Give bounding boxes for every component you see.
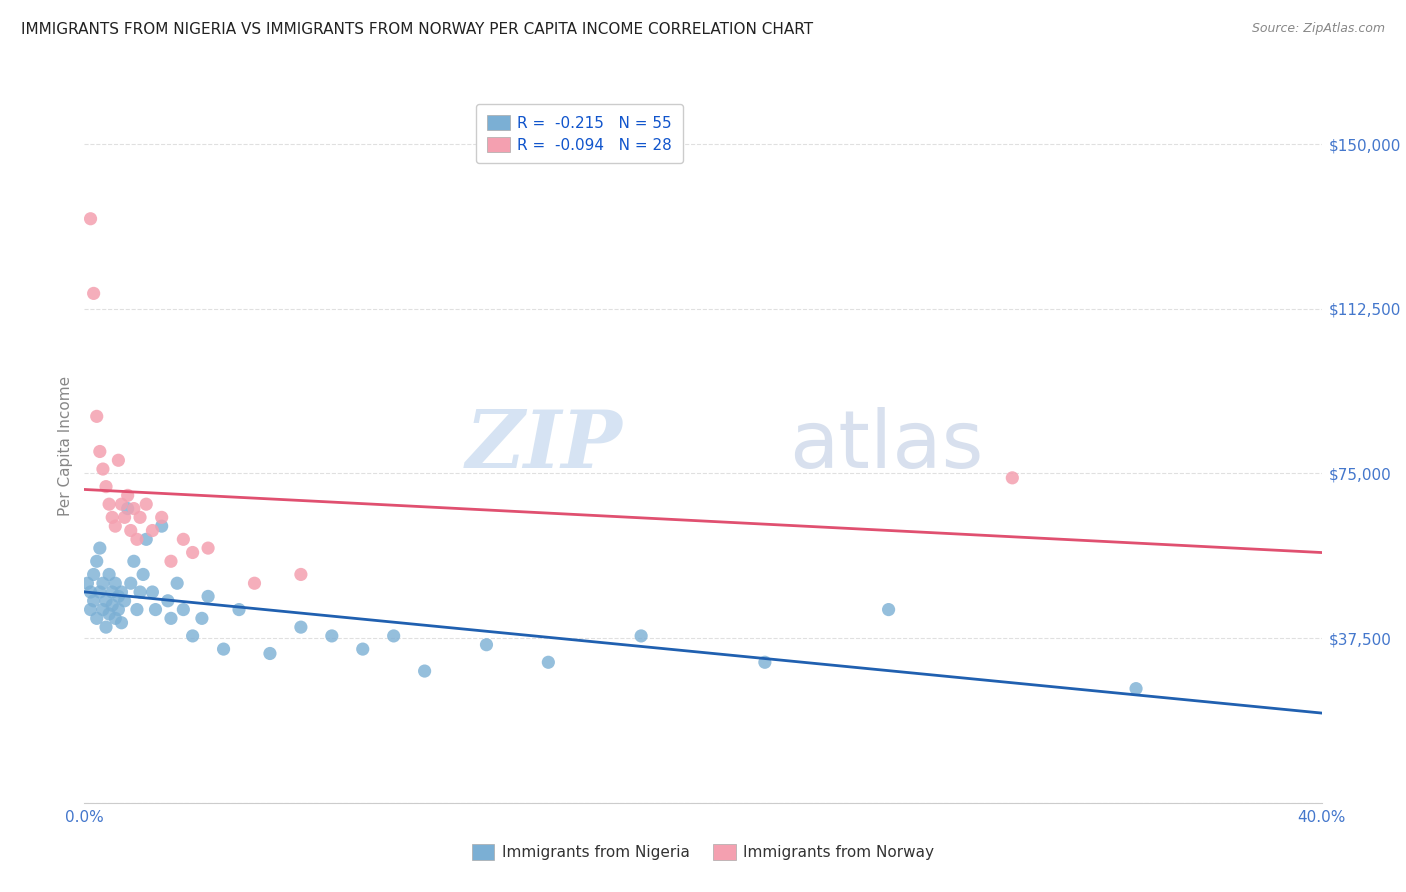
Point: [98, 497, 121, 511]
Point: [101, 510, 124, 524]
Point: [160, 554, 183, 568]
Point: [83, 594, 105, 608]
Text: IMMIGRANTS FROM NIGERIA VS IMMIGRANTS FROM NORWAY PER CAPITA INCOME CORRELATION : IMMIGRANTS FROM NIGERIA VS IMMIGRANTS FR…: [21, 22, 813, 37]
Point: [877, 602, 900, 616]
Point: [117, 501, 139, 516]
Point: [135, 533, 157, 547]
Point: [156, 594, 179, 608]
Point: [197, 541, 219, 555]
Point: [630, 629, 652, 643]
Point: [141, 585, 163, 599]
Point: [86, 554, 108, 568]
Point: [110, 615, 132, 630]
Point: [94, 594, 117, 608]
Point: [181, 545, 204, 559]
Point: [110, 585, 132, 599]
Point: [197, 590, 219, 604]
Point: [86, 409, 108, 424]
Point: [290, 567, 312, 582]
Point: [114, 594, 136, 608]
Point: [76, 576, 98, 591]
Point: [104, 519, 127, 533]
Point: [89, 541, 111, 555]
Point: [181, 629, 204, 643]
Point: [1001, 471, 1024, 485]
Point: [754, 655, 776, 669]
Point: [86, 611, 108, 625]
Point: [89, 444, 111, 458]
Point: [120, 576, 142, 591]
Point: [91, 462, 114, 476]
Point: [537, 655, 560, 669]
Point: [352, 642, 374, 657]
Point: [91, 576, 114, 591]
Point: [172, 533, 194, 547]
Point: [94, 620, 117, 634]
Point: [79, 602, 101, 616]
Point: [141, 524, 163, 538]
Point: [129, 510, 152, 524]
Point: [172, 602, 194, 616]
Point: [160, 611, 183, 625]
Point: [382, 629, 405, 643]
Point: [101, 598, 124, 612]
Point: [83, 567, 105, 582]
Point: [125, 602, 148, 616]
Point: [110, 497, 132, 511]
Point: [117, 488, 139, 502]
Point: [125, 533, 148, 547]
Point: [122, 501, 145, 516]
Point: [150, 519, 173, 533]
Point: [104, 576, 127, 591]
Point: [243, 576, 266, 591]
Text: Source: ZipAtlas.com: Source: ZipAtlas.com: [1251, 22, 1385, 36]
Point: [107, 602, 129, 616]
Point: [94, 480, 117, 494]
Point: [475, 638, 498, 652]
Point: [107, 453, 129, 467]
Y-axis label: Per Capita Income: Per Capita Income: [58, 376, 73, 516]
Point: [98, 567, 121, 582]
Point: [129, 585, 152, 599]
Point: [413, 664, 436, 678]
Point: [166, 576, 188, 591]
Point: [101, 585, 124, 599]
Point: [114, 510, 136, 524]
Text: atlas: atlas: [790, 407, 984, 485]
Point: [259, 647, 281, 661]
Point: [89, 585, 111, 599]
Point: [83, 286, 105, 301]
Point: [104, 611, 127, 625]
Point: [79, 211, 101, 226]
Point: [228, 602, 250, 616]
Point: [135, 497, 157, 511]
Point: [120, 524, 142, 538]
Point: [91, 602, 114, 616]
Point: [145, 602, 167, 616]
Point: [290, 620, 312, 634]
Point: [150, 510, 173, 524]
Point: [191, 611, 214, 625]
Legend: Immigrants from Nigeria, Immigrants from Norway: Immigrants from Nigeria, Immigrants from…: [465, 838, 941, 866]
Point: [212, 642, 235, 657]
Point: [122, 554, 145, 568]
Point: [132, 567, 155, 582]
Point: [107, 590, 129, 604]
Point: [321, 629, 343, 643]
Point: [79, 585, 101, 599]
Point: [98, 607, 121, 621]
Text: ZIP: ZIP: [465, 408, 623, 484]
Point: [1125, 681, 1147, 696]
